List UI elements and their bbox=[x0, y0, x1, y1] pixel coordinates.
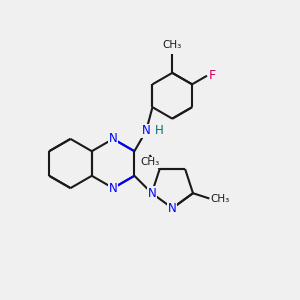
Text: N: N bbox=[147, 187, 156, 200]
Text: CH₃: CH₃ bbox=[211, 194, 230, 203]
Text: F: F bbox=[209, 69, 216, 82]
Text: CH₃: CH₃ bbox=[140, 158, 159, 167]
Text: N: N bbox=[142, 124, 151, 137]
Text: CH₃: CH₃ bbox=[163, 40, 182, 50]
Text: H: H bbox=[155, 124, 164, 137]
Text: N: N bbox=[168, 202, 177, 215]
Text: N: N bbox=[109, 182, 118, 195]
Text: N: N bbox=[109, 132, 118, 146]
